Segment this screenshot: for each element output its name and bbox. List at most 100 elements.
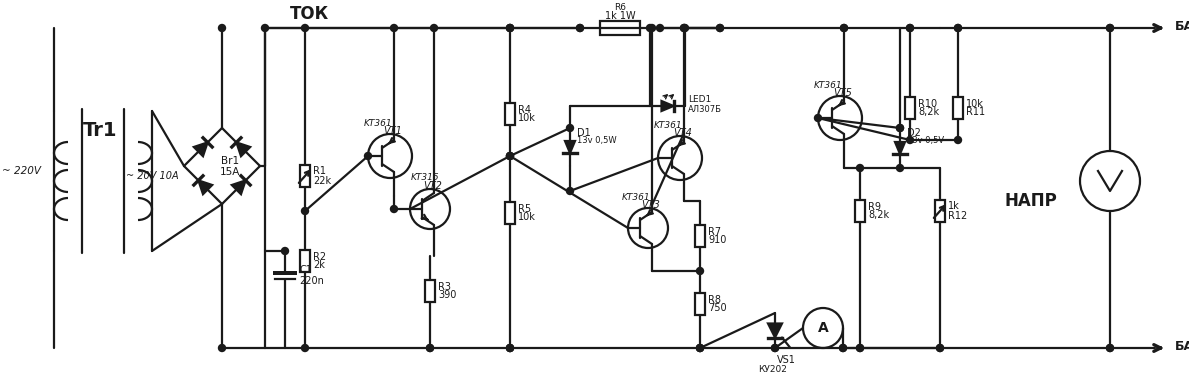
Text: 13v 0,5V: 13v 0,5V [907,136,944,146]
Polygon shape [232,180,246,194]
Text: БАТ+: БАТ+ [1175,20,1189,32]
Circle shape [697,344,704,352]
Bar [300,165,310,187]
Bar [600,21,640,35]
Circle shape [841,24,848,32]
Text: 1k: 1k [948,201,960,211]
Text: LED1: LED1 [688,96,711,105]
Text: КУ202: КУ202 [759,365,787,374]
Circle shape [507,344,514,352]
Text: 10k: 10k [965,99,983,109]
Circle shape [507,24,514,32]
Bar [954,97,963,119]
Circle shape [566,188,573,194]
Circle shape [656,24,663,32]
Circle shape [839,344,847,352]
Text: R11: R11 [965,107,986,117]
Circle shape [897,165,904,171]
Circle shape [219,344,226,352]
Text: 10k: 10k [518,113,536,123]
Text: R5: R5 [518,204,531,214]
Polygon shape [565,141,575,153]
Circle shape [507,24,514,32]
Text: ТОК: ТОК [290,5,329,23]
Bar [424,280,435,302]
Circle shape [507,153,514,159]
Circle shape [262,24,269,32]
Circle shape [219,24,226,32]
Circle shape [566,124,573,132]
Text: ~ 20V 10A: ~ 20V 10A [126,171,178,181]
Polygon shape [768,323,782,338]
Circle shape [507,153,514,159]
Text: KT361: KT361 [654,121,682,130]
Text: VT1: VT1 [384,126,402,136]
Circle shape [390,24,397,32]
Circle shape [507,344,514,352]
Bar [696,225,705,247]
Text: VT3: VT3 [642,200,660,210]
Bar [505,103,515,125]
Text: 750: 750 [707,303,726,313]
Circle shape [1107,344,1114,352]
Bar [935,200,945,222]
Circle shape [839,344,847,352]
Text: R9: R9 [868,202,881,212]
Circle shape [1107,24,1114,32]
Circle shape [906,136,913,144]
Text: АЛ307Б: АЛ307Б [688,105,722,114]
Text: R6: R6 [614,3,625,12]
Text: C1: C1 [298,265,312,275]
Circle shape [955,24,962,32]
Bar [300,250,310,272]
Bar [855,200,866,222]
Text: Tr1: Tr1 [83,121,118,141]
Text: R3: R3 [438,282,451,292]
Text: 390: 390 [438,290,457,300]
Circle shape [717,24,723,32]
Text: R7: R7 [707,227,721,237]
Circle shape [302,208,308,214]
Circle shape [1107,344,1114,352]
Text: VT2: VT2 [423,181,442,191]
Circle shape [577,24,584,32]
Circle shape [955,136,962,144]
Circle shape [955,24,962,32]
Text: VT5: VT5 [833,88,853,98]
Circle shape [680,24,687,32]
Circle shape [648,24,655,32]
Text: 22k: 22k [313,176,331,186]
Bar [696,293,705,315]
Circle shape [680,24,687,32]
Text: KT361: KT361 [622,194,650,203]
Circle shape [772,344,779,352]
Circle shape [365,153,371,159]
Circle shape [507,344,514,352]
Text: KT361: KT361 [364,120,392,129]
Bar [905,97,916,119]
Text: БАТ-: БАТ- [1175,340,1189,353]
Circle shape [906,24,913,32]
Circle shape [856,344,863,352]
Text: VT4: VT4 [673,128,692,138]
Circle shape [647,24,654,32]
Text: 13v 0,5W: 13v 0,5W [577,136,617,146]
Polygon shape [661,101,673,111]
Circle shape [681,24,688,32]
Circle shape [577,24,584,32]
Text: 220n: 220n [298,276,323,286]
Circle shape [897,124,904,132]
Circle shape [697,267,704,274]
Circle shape [856,344,863,352]
Bar [505,202,515,224]
Circle shape [430,24,438,32]
Text: 8,2k: 8,2k [918,107,939,117]
Circle shape [507,153,514,159]
Text: 8,2k: 8,2k [868,210,889,220]
Circle shape [697,344,704,352]
Text: D1: D1 [577,128,591,138]
Text: VS1: VS1 [776,355,795,365]
Circle shape [302,344,308,352]
Text: 2k: 2k [313,260,325,270]
Text: 1k 1W: 1k 1W [605,11,635,21]
